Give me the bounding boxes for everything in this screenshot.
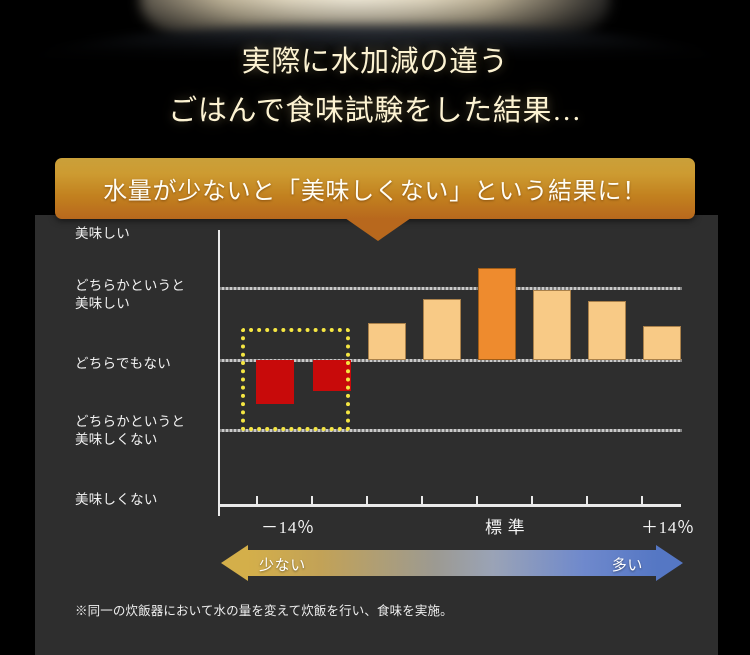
arrow-left-head-icon [221, 545, 248, 581]
x-tick-6 [586, 496, 588, 504]
bar-−10% [313, 360, 351, 391]
callout-banner: 水量が少ないと「美味しくない」という結果に！ [55, 158, 695, 219]
x-tick-7 [641, 496, 643, 504]
bar-+14% [643, 326, 681, 360]
bar-−6% [368, 323, 406, 360]
callout-pointer-icon [345, 218, 411, 241]
x-tick-4 [476, 496, 478, 504]
highlight-box [241, 328, 350, 431]
x-tick-5 [531, 496, 533, 504]
y-axis-label-3: どちらかというと 美味しくない [75, 414, 186, 447]
x-tick-1 [311, 496, 313, 504]
gridline-0 [220, 287, 682, 290]
bar-−14% [256, 360, 294, 404]
bar-+3% [533, 290, 571, 360]
x-tick-0 [256, 496, 258, 504]
x-tick-2 [366, 496, 368, 504]
gridline-1 [220, 359, 682, 362]
scale-label-high: 多い [611, 558, 643, 574]
scale-label-low: 少ない [259, 558, 306, 574]
footnote: ※同一の炊飯器において水の量を変えて炊飯を行い、食味を実施。 [75, 604, 453, 618]
x-axis-line [218, 504, 681, 507]
photo-fade-overlay [0, 0, 750, 62]
bar-+7% [588, 301, 626, 360]
y-axis-label-4: 美味しくない [75, 492, 158, 507]
bar-標準 [478, 268, 516, 360]
x-axis-label-0: －14％ [261, 518, 315, 537]
x-tick-3 [421, 496, 423, 504]
y-axis-label-2: どちらでもない [75, 356, 171, 371]
headline-line-1: 実際に水加減の違う [241, 46, 509, 78]
scale-gradient-bar [247, 550, 657, 576]
bar-−3% [423, 299, 461, 360]
y-axis-line [218, 230, 220, 516]
page-title: 実際に水加減の違う ごはんで食味試験をした結果… [0, 42, 750, 132]
headline-line-2: ごはんで食味試験をした結果… [168, 95, 582, 128]
y-axis-label-0: 美味しい [75, 226, 131, 241]
x-axis-label-2: ＋14％ [641, 518, 695, 537]
gridline-2 [220, 429, 682, 432]
callout-banner-text: 水量が少ないと「美味しくない」という結果に！ [103, 179, 647, 205]
arrow-right-head-icon [656, 545, 683, 581]
y-axis-label-1: どちらかというと 美味しい [75, 278, 186, 311]
hero-photo [0, 0, 750, 62]
water-amount-scale: 少ない 多い [221, 545, 683, 581]
x-axis-label-1: 標 準 [485, 518, 526, 537]
chart-plot-area: 美味しいどちらかというと 美味しいどちらでもないどちらかというと 美味しくない美… [35, 215, 718, 655]
chart-panel: 美味しいどちらかというと 美味しいどちらでもないどちらかというと 美味しくない美… [35, 215, 718, 655]
